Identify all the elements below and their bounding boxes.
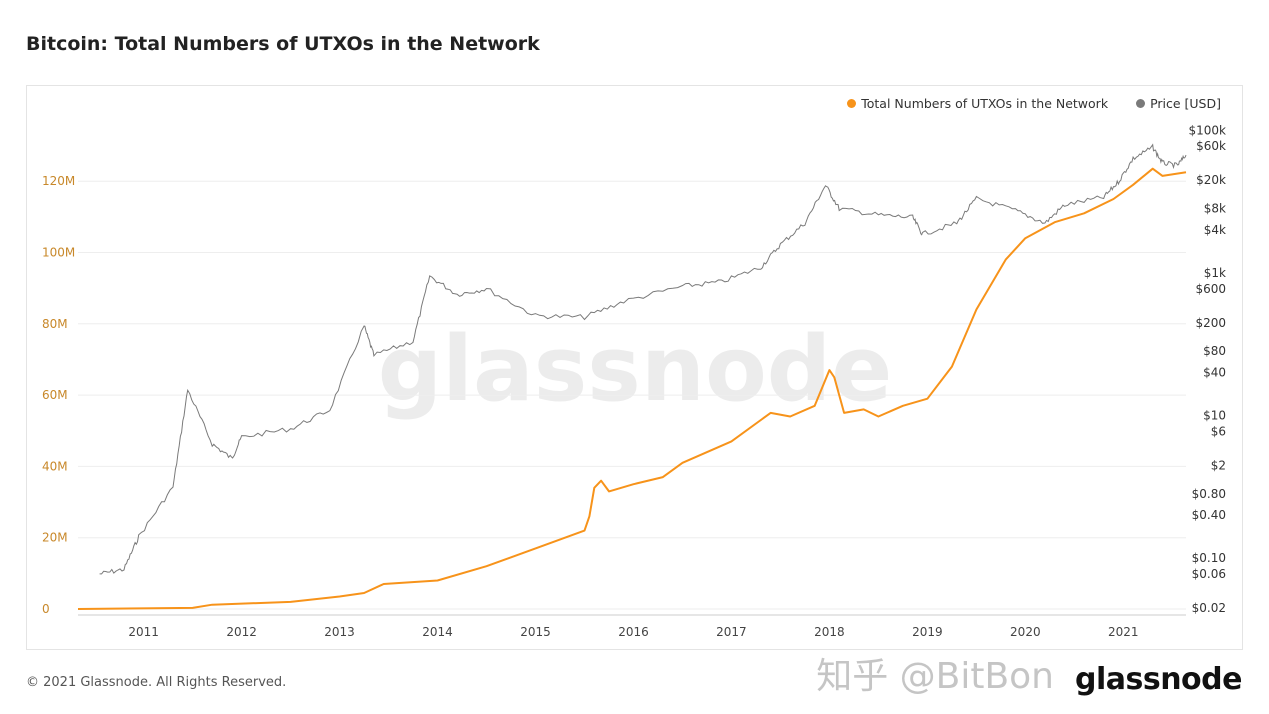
y-left-tick-label: 120M [42,174,75,188]
x-tick-label: 2011 [128,625,159,639]
legend-dot-icon [847,99,857,108]
chart-frame [26,85,1243,650]
y-right-tick-label: $20k [1196,173,1226,187]
x-tick-label: 2018 [814,625,845,639]
y-right-tick-label: $100k [1189,123,1227,137]
x-tick-label: 2019 [912,625,943,639]
x-tick-label: 2017 [716,625,747,639]
y-right-tick-label: $60k [1196,139,1226,153]
y-left-tick-label: 60M [42,388,68,402]
x-tick-label: 2016 [618,625,649,639]
y-left-tick-label: 0 [42,602,50,616]
y-right-tick-label: $0.80 [1192,487,1226,501]
x-tick-label: 2013 [324,625,355,639]
legend-item-utxo[interactable]: Total Numbers of UTXOs in the Network [847,96,1108,111]
glassnode-logo: glassnode [1074,662,1243,697]
x-tick-label: 2021 [1108,625,1139,639]
y-left-tick-label: 100M [42,246,75,260]
y-left-tick-label: 80M [42,317,68,331]
legend: Total Numbers of UTXOs in the Network Pr… [847,96,1221,111]
y-right-tick-label: $0.02 [1192,601,1226,615]
y-right-tick-label: $6 [1211,424,1226,438]
legend-label: Total Numbers of UTXOs in the Network [861,96,1109,111]
y-right-tick-label: $0.10 [1192,551,1226,565]
y-left-tick-label: 40M [42,459,68,473]
legend-item-price[interactable]: Price [USD] [1136,96,1221,111]
x-tick-label: 2020 [1010,625,1041,639]
y-right-tick-label: $80 [1203,344,1226,358]
legend-label: Price [USD] [1150,96,1221,111]
x-tick-label: 2012 [226,625,257,639]
y-right-tick-label: $200 [1195,316,1226,330]
y-right-tick-label: $0.40 [1192,508,1226,522]
legend-dot-icon [1136,99,1146,108]
y-right-tick-label: $8k [1204,202,1226,216]
y-right-tick-label: $4k [1204,223,1226,237]
watermark: glassnode [378,317,893,422]
y-right-tick-label: $10 [1203,409,1226,423]
y-right-tick-label: $600 [1195,282,1226,296]
page-title: Bitcoin: Total Numbers of UTXOs in the N… [26,33,540,55]
x-tick-label: 2014 [422,625,453,639]
y-right-tick-label: $0.06 [1192,567,1226,581]
overlay-watermark: 知乎 @BitBon [816,656,1054,697]
x-tick-label: 2015 [520,625,551,639]
y-left-tick-label: 20M [42,531,68,545]
utxo-line [77,167,1187,610]
y-right-tick-label: $40 [1203,366,1226,380]
price-line [99,143,1187,575]
y-right-tick-label: $1k [1204,266,1226,280]
y-right-tick-label: $2 [1211,458,1226,472]
copyright: © 2021 Glassnode. All Rights Reserved. [26,675,287,690]
